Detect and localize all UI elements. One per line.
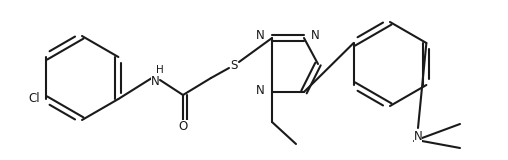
Text: N: N	[414, 129, 422, 143]
Text: N: N	[256, 84, 265, 96]
Text: O: O	[178, 120, 187, 132]
Text: S: S	[230, 59, 238, 72]
Text: Cl: Cl	[28, 92, 40, 105]
Text: N: N	[151, 75, 160, 88]
Text: H: H	[156, 65, 164, 75]
Text: N: N	[311, 28, 320, 41]
Text: N: N	[256, 28, 265, 41]
